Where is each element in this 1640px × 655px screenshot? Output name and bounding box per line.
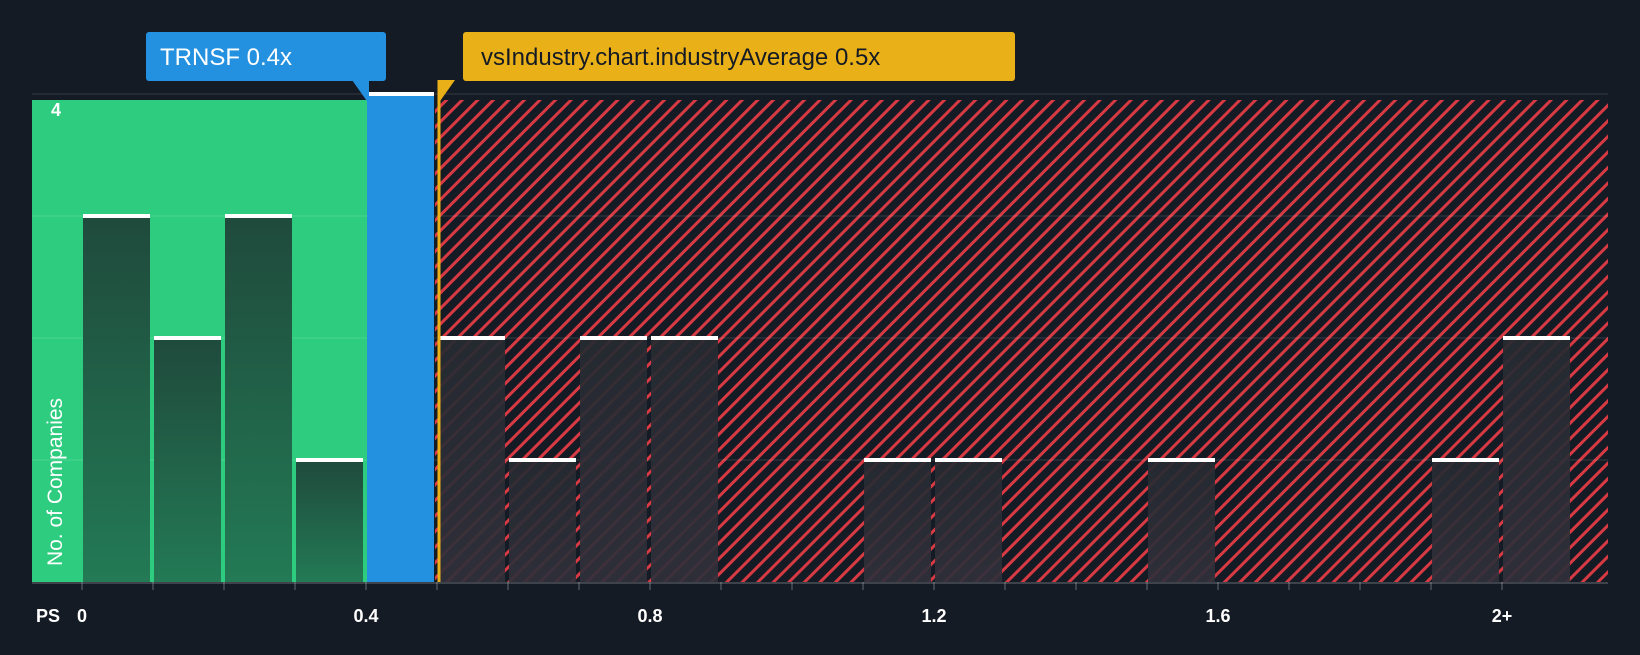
bar-cap xyxy=(864,458,931,462)
company-label: TRNSF 0.4x xyxy=(160,44,292,71)
x-tick-label: 0.8 xyxy=(637,606,662,626)
histogram-bar xyxy=(1432,460,1499,582)
bar-cap xyxy=(154,336,221,340)
x-tick-label: 0.4 xyxy=(353,606,378,626)
bar-cap xyxy=(83,214,150,218)
company-badge xyxy=(146,32,386,81)
histogram-bar xyxy=(580,338,647,582)
x-tick-label: 0 xyxy=(77,606,87,626)
industry-badge-pointer xyxy=(438,80,455,104)
x-axis-label: PS xyxy=(36,606,60,626)
histogram-bar xyxy=(509,460,576,582)
x-tick-label: 1.2 xyxy=(921,606,946,626)
bar-cap xyxy=(935,458,1002,462)
bar-cap xyxy=(438,336,505,340)
histogram-bar xyxy=(1503,338,1570,582)
bar-cap xyxy=(1148,458,1215,462)
histogram-bar xyxy=(1148,460,1215,582)
bar-cap xyxy=(651,336,718,340)
x-axis: 4 0 0.4 0.8 1.2 1.6 2+ PS xyxy=(32,100,1608,626)
grid-lines xyxy=(32,93,1608,461)
histogram-bars xyxy=(83,92,1570,582)
histogram-bar xyxy=(438,338,505,582)
bar-cap xyxy=(225,214,292,218)
industry-average-badge xyxy=(463,32,1015,81)
histogram-bar xyxy=(651,338,718,582)
histogram-bar xyxy=(83,216,150,582)
bar-cap xyxy=(296,458,363,462)
y-axis-label: No. of Companies xyxy=(44,398,67,566)
bar-cap xyxy=(580,336,647,340)
histogram-bar xyxy=(296,460,363,582)
x-tick-label: 2+ xyxy=(1492,606,1513,626)
markers: vsIndustry.chart.industryAverage 0.5x TRN… xyxy=(146,32,1015,582)
bar-cap xyxy=(1503,336,1570,340)
histogram-bar xyxy=(864,460,931,582)
x-tick-label: 1.6 xyxy=(1205,606,1230,626)
bar-cap xyxy=(509,458,576,462)
histogram-bar xyxy=(367,94,434,582)
bar-cap xyxy=(1432,458,1499,462)
industry-average-label: vsIndustry.chart.industryAverage 0.5x xyxy=(481,44,880,71)
histogram-bar xyxy=(225,216,292,582)
bar-cap xyxy=(367,92,434,96)
y-tick-label: 4 xyxy=(51,100,61,120)
company-badge-pointer xyxy=(352,80,369,104)
histogram-bar xyxy=(154,338,221,582)
histogram-bar xyxy=(935,460,1002,582)
